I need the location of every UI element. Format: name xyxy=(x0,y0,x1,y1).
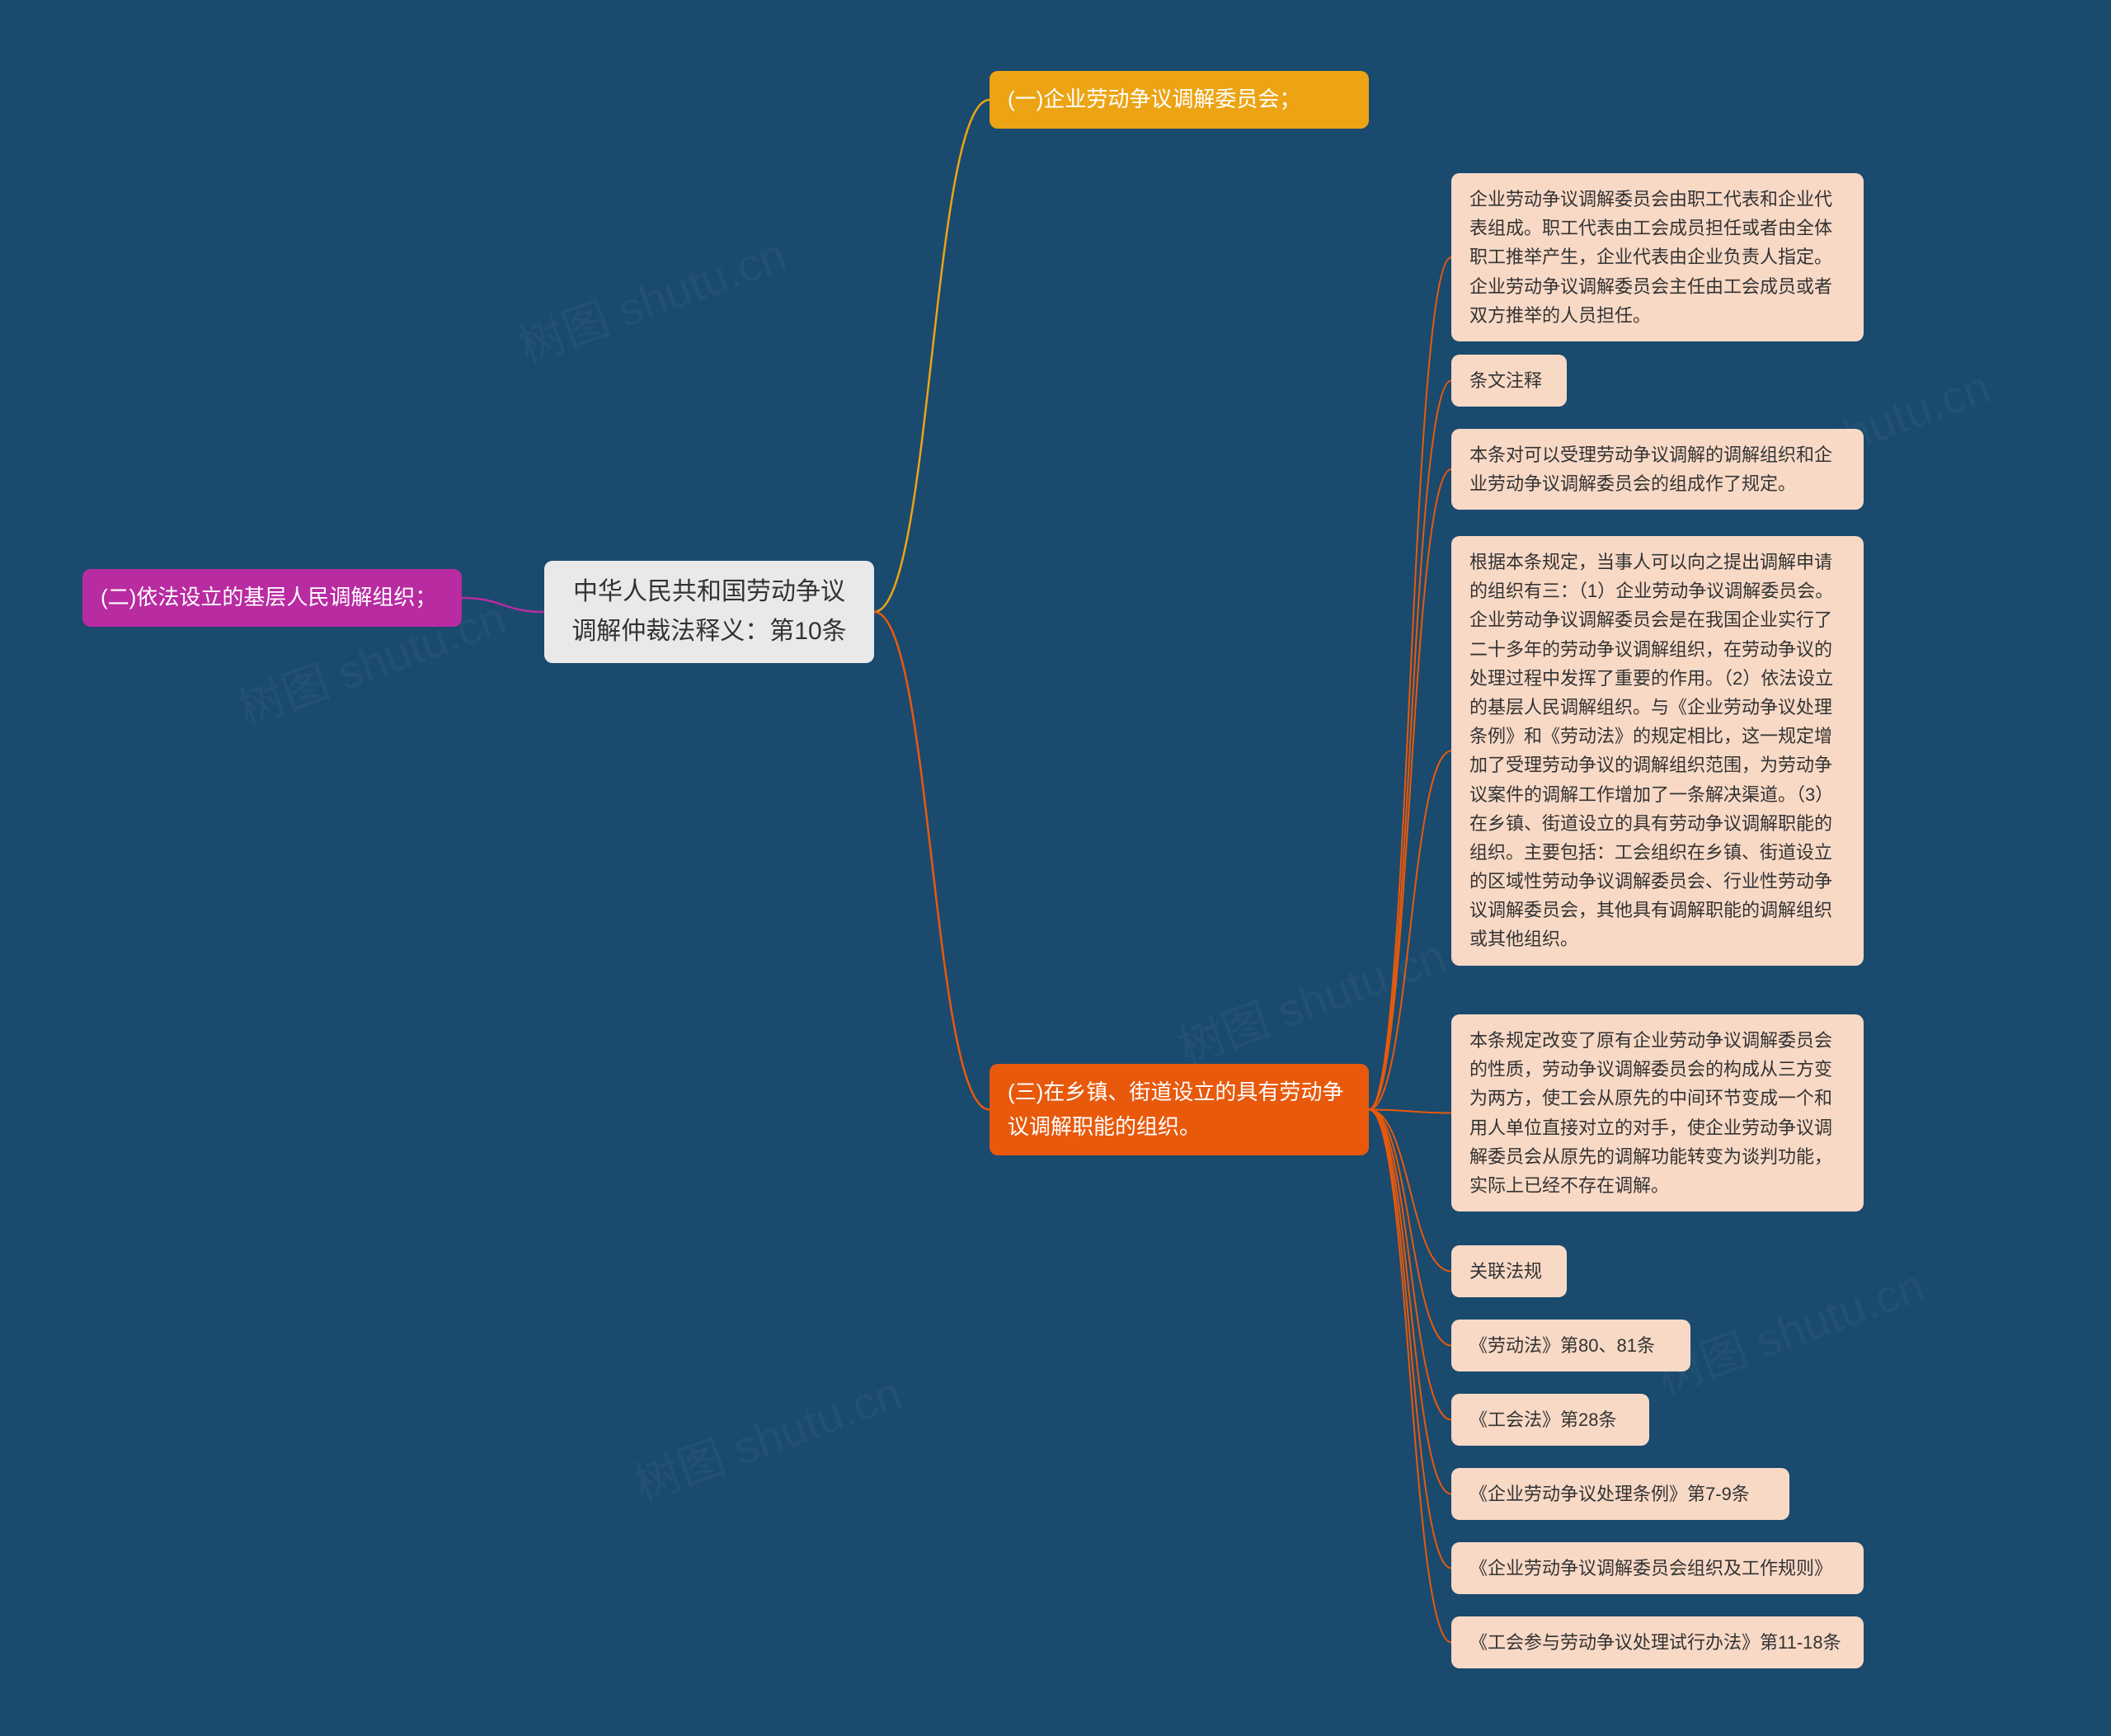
watermark: 树图 shutu.cn xyxy=(1168,919,1454,1077)
branch-node[interactable]: (三)在乡镇、街道设立的具有劳动争议调解职能的组织。 xyxy=(990,1064,1369,1155)
leaf-node[interactable]: 关联法规 xyxy=(1451,1245,1567,1297)
leaf-node[interactable]: 本条对可以受理劳动争议调解的调解组织和企业劳动争议调解委员会的组成作了规定。 xyxy=(1451,429,1864,510)
leaf-node[interactable]: 根据本条规定，当事人可以向之提出调解申请的组织有三：（1）企业劳动争议调解委员会… xyxy=(1451,536,1864,966)
branch-node[interactable]: (二)依法设立的基层人民调解组织； xyxy=(82,569,462,627)
leaf-node[interactable]: 《企业劳动争议处理条例》第7-9条 xyxy=(1451,1468,1789,1520)
leaf-node[interactable]: 本条规定改变了原有企业劳动争议调解委员会的性质，劳动争议调解委员会的构成从三方变… xyxy=(1451,1014,1864,1211)
watermark: 树图 shutu.cn xyxy=(623,1356,910,1514)
leaf-node[interactable]: 《劳动法》第80、81条 xyxy=(1451,1320,1690,1371)
leaf-node[interactable]: 企业劳动争议调解委员会由职工代表和企业代表组成。职工代表由工会成员担任或者由全体… xyxy=(1451,173,1864,341)
leaf-node[interactable]: 《工会参与劳动争议处理试行办法》第11-18条 xyxy=(1451,1616,1864,1668)
root-node[interactable]: 中华人民共和国劳动争议调解仲裁法释义：第10条 xyxy=(544,561,874,663)
leaf-node[interactable]: 《企业劳动争议调解委员会组织及工作规则》 xyxy=(1451,1542,1864,1594)
watermark: 树图 shutu.cn xyxy=(508,218,794,376)
leaf-node[interactable]: 条文注释 xyxy=(1451,355,1567,407)
branch-node[interactable]: (一)企业劳动争议调解委员会； xyxy=(990,71,1369,129)
leaf-node[interactable]: 《工会法》第28条 xyxy=(1451,1394,1649,1446)
